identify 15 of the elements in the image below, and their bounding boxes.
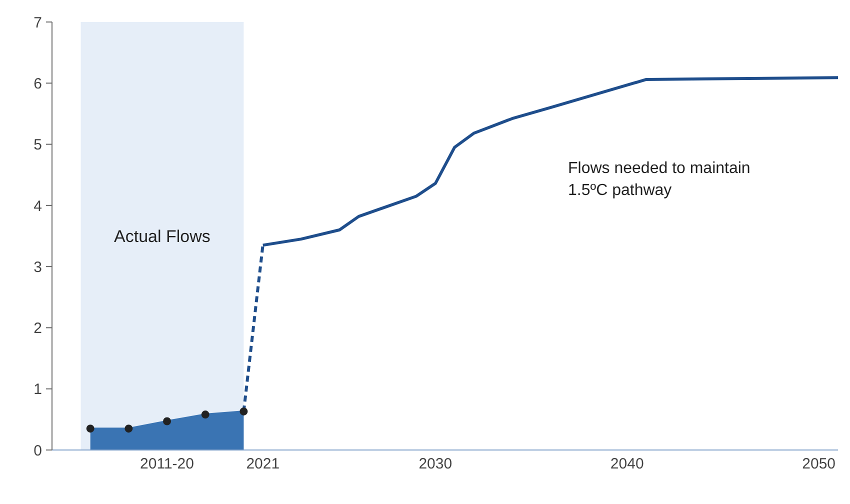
x-tick-label: 2040 [610,456,644,473]
y-tick-label: 1 [34,381,42,398]
x-tick-label: 2030 [418,456,452,473]
y-tick-label: 2 [34,320,42,338]
y-tick-label: 7 [34,14,42,32]
annotation: Flows needed to maintain 1.5ºC pathway [568,159,752,201]
x-tick-label: 2050 [802,456,836,473]
y-tick-label: 0 [34,442,42,460]
x-tick-label: 2021 [246,456,280,473]
y-tick-label: 3 [34,258,42,276]
y-tick-label: 5 [34,136,42,154]
y-tick-label: 4 [34,198,42,215]
band-label: Actual Flows [114,227,210,246]
y-tick-label: 6 [34,75,42,92]
x-tick-label: 2011-20 [140,456,194,473]
